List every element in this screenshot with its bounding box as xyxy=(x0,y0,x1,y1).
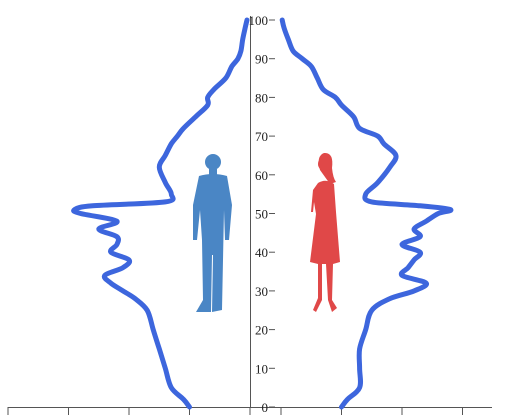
age-tick-label: 10 xyxy=(255,361,268,376)
male-silhouette-icon xyxy=(193,154,232,312)
female-silhouette-icon xyxy=(310,152,340,312)
age-tick-label: 80 xyxy=(255,90,268,105)
age-tick-label: 40 xyxy=(255,245,268,260)
left-profile-line xyxy=(71,17,250,410)
age-tick-label: 60 xyxy=(255,168,268,183)
age-tick-label: 70 xyxy=(255,129,268,144)
age-tick-label: 100 xyxy=(249,13,269,28)
age-tick-label: 30 xyxy=(255,284,268,299)
age-axis: 0 10 20 30 40 50 60 70 80 90 100 xyxy=(249,13,275,415)
age-tick-label: 20 xyxy=(255,323,268,338)
age-tick-label: 0 xyxy=(262,400,269,415)
age-tick-label: 50 xyxy=(255,207,268,222)
silhouettes-layer xyxy=(193,152,340,312)
profile-lines xyxy=(71,17,454,410)
age-tick-label: 90 xyxy=(255,52,268,67)
right-profile-line xyxy=(279,17,454,410)
